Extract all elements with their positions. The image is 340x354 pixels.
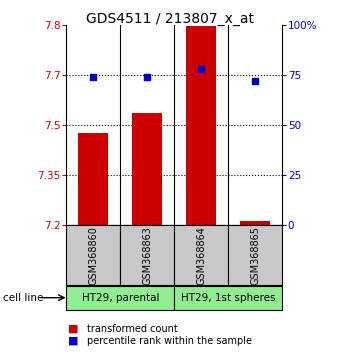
Bar (120, 225, 174, 285)
Text: GSM368864: GSM368864 (196, 226, 206, 285)
Point (253, 78, 258, 84)
Bar (79, 133, 108, 225)
Bar (186, 27, 216, 225)
Text: ■: ■ (68, 324, 79, 333)
Point (144, 74, 150, 80)
Bar (174, 286, 282, 310)
Bar (66, 225, 120, 285)
Point (199, 66, 204, 72)
Point (90, 74, 96, 80)
Bar (228, 225, 282, 285)
Text: percentile rank within the sample: percentile rank within the sample (87, 336, 252, 346)
Text: GSM368860: GSM368860 (88, 226, 98, 285)
Bar (174, 225, 228, 285)
Bar (66, 286, 174, 310)
Text: HT29, parental: HT29, parental (82, 293, 159, 303)
Text: ■: ■ (68, 336, 79, 346)
Bar (240, 222, 270, 225)
Text: HT29, 1st spheres: HT29, 1st spheres (181, 293, 275, 303)
Text: cell line: cell line (3, 293, 44, 303)
Bar (132, 113, 162, 225)
Text: transformed count: transformed count (87, 324, 177, 333)
Text: GDS4511 / 213807_x_at: GDS4511 / 213807_x_at (86, 12, 254, 27)
Text: GSM368863: GSM368863 (142, 226, 152, 285)
Text: GSM368865: GSM368865 (250, 226, 260, 285)
